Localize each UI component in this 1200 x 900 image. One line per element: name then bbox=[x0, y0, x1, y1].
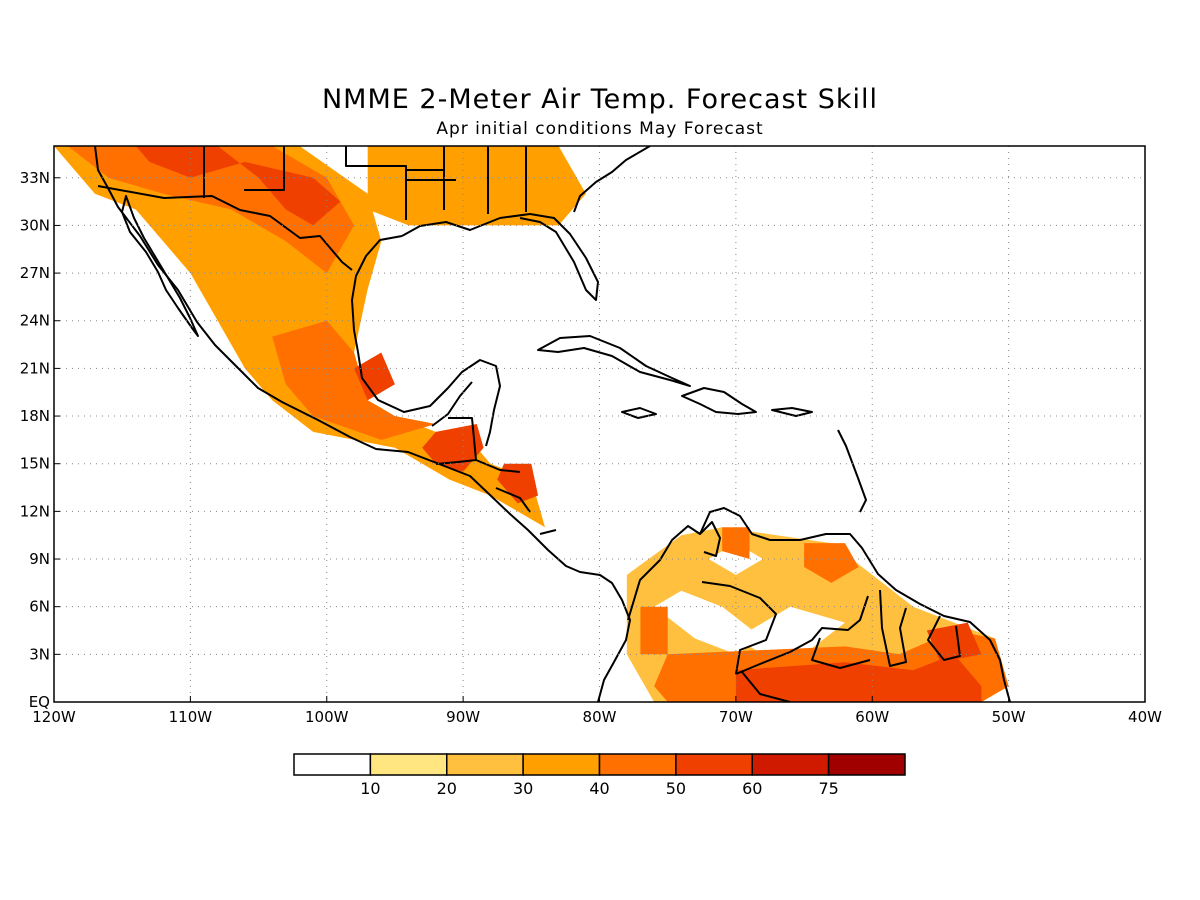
coastline-layer bbox=[94, 146, 1011, 702]
coastline-south-america bbox=[627, 507, 1011, 702]
lon-tick-label: 110W bbox=[169, 708, 213, 726]
skill-region-7 bbox=[354, 352, 395, 401]
skill-region-15 bbox=[804, 543, 859, 583]
colorbar-label: 50 bbox=[666, 779, 686, 798]
lon-tick-label: 70W bbox=[719, 708, 753, 726]
skill-region-1 bbox=[367, 146, 586, 226]
colorbar-swatch-4 bbox=[598, 753, 677, 776]
lat-tick-label: EQ bbox=[29, 693, 50, 711]
lon-tick-label: 90W bbox=[446, 708, 480, 726]
chart-subtitle: Apr initial conditions May Forecast bbox=[436, 119, 764, 139]
lon-tick-label: 80W bbox=[583, 708, 617, 726]
colorbar-label: 40 bbox=[589, 779, 609, 798]
lat-tick-label: 12N bbox=[20, 502, 50, 520]
skill-region-4 bbox=[135, 146, 341, 226]
lat-tick-label: 15N bbox=[20, 455, 50, 473]
colorbar-label: 75 bbox=[818, 779, 838, 798]
skill-region-14 bbox=[926, 622, 982, 663]
colorbar-swatch-5 bbox=[675, 753, 753, 776]
skill-region-3 bbox=[272, 320, 436, 440]
coastline-yucatan bbox=[431, 381, 473, 427]
lat-tick-label: 21N bbox=[20, 359, 50, 377]
skill-region-6 bbox=[497, 463, 539, 504]
lon-tick-label: 60W bbox=[855, 708, 889, 726]
lat-tick-label: 6N bbox=[29, 598, 50, 616]
border-us-mexico bbox=[97, 185, 353, 271]
lon-tick-label: 50W bbox=[992, 708, 1026, 726]
lat-tick-label: 9N bbox=[29, 550, 50, 568]
skill-region-5 bbox=[422, 424, 484, 472]
axis-ticks: 120W 110W 100W 90W 80W 70W 60W 50W 40W EQ 3N 6N 9N 12… bbox=[20, 169, 1162, 726]
coastline-hispaniola bbox=[681, 387, 757, 415]
coastline-gulf-north bbox=[401, 213, 599, 301]
border-central-america bbox=[435, 417, 557, 535]
colorbar-swatch-7 bbox=[827, 753, 906, 776]
skill-region-13 bbox=[735, 654, 982, 702]
colorbar-label: 60 bbox=[742, 779, 762, 798]
colorbar-label: 30 bbox=[513, 779, 533, 798]
lat-tick-label: 18N bbox=[20, 407, 50, 425]
lat-tick-label: 33N bbox=[20, 169, 50, 187]
colorbar-swatch-6 bbox=[751, 753, 830, 776]
lon-tick-label: 40W bbox=[1128, 708, 1162, 726]
coastline-gulf-of-mexico bbox=[351, 235, 501, 447]
colorbar-label: 10 bbox=[360, 779, 380, 798]
coastline-lesser-antilles bbox=[837, 429, 867, 513]
coastline-jamaica bbox=[621, 407, 657, 419]
border-south-america bbox=[701, 581, 961, 702]
lon-tick-label: 100W bbox=[305, 708, 349, 726]
colorbar-swatch-0 bbox=[293, 753, 372, 776]
coastline-puerto-rico bbox=[771, 407, 813, 417]
coastline-cuba bbox=[537, 335, 691, 387]
coastline-venezuela-north bbox=[699, 521, 721, 557]
chart-title: NMME 2-Meter Air Temp. Forecast Skill bbox=[321, 84, 879, 115]
lat-tick-label: 27N bbox=[20, 264, 50, 282]
lat-tick-label: 3N bbox=[29, 645, 50, 663]
coastline-north-america-pacific bbox=[94, 146, 631, 702]
skill-fill-layer bbox=[54, 146, 1009, 702]
colorbar-swatch-3 bbox=[522, 753, 601, 776]
skill-region-16 bbox=[722, 527, 750, 559]
lat-tick-label: 30N bbox=[20, 216, 50, 234]
colorbar-label: 20 bbox=[437, 779, 457, 798]
lat-tick-label: 24N bbox=[20, 312, 50, 330]
colorbar-swatch-2 bbox=[446, 753, 524, 776]
coastline-baja bbox=[121, 195, 199, 337]
coastline-atlantic-us bbox=[573, 146, 651, 213]
colorbar: 10 20 30 40 50 60 75 bbox=[293, 753, 906, 798]
colorbar-swatch-1 bbox=[369, 753, 448, 776]
skill-region-17 bbox=[640, 606, 668, 655]
lon-tick-label: 120W bbox=[32, 708, 76, 726]
